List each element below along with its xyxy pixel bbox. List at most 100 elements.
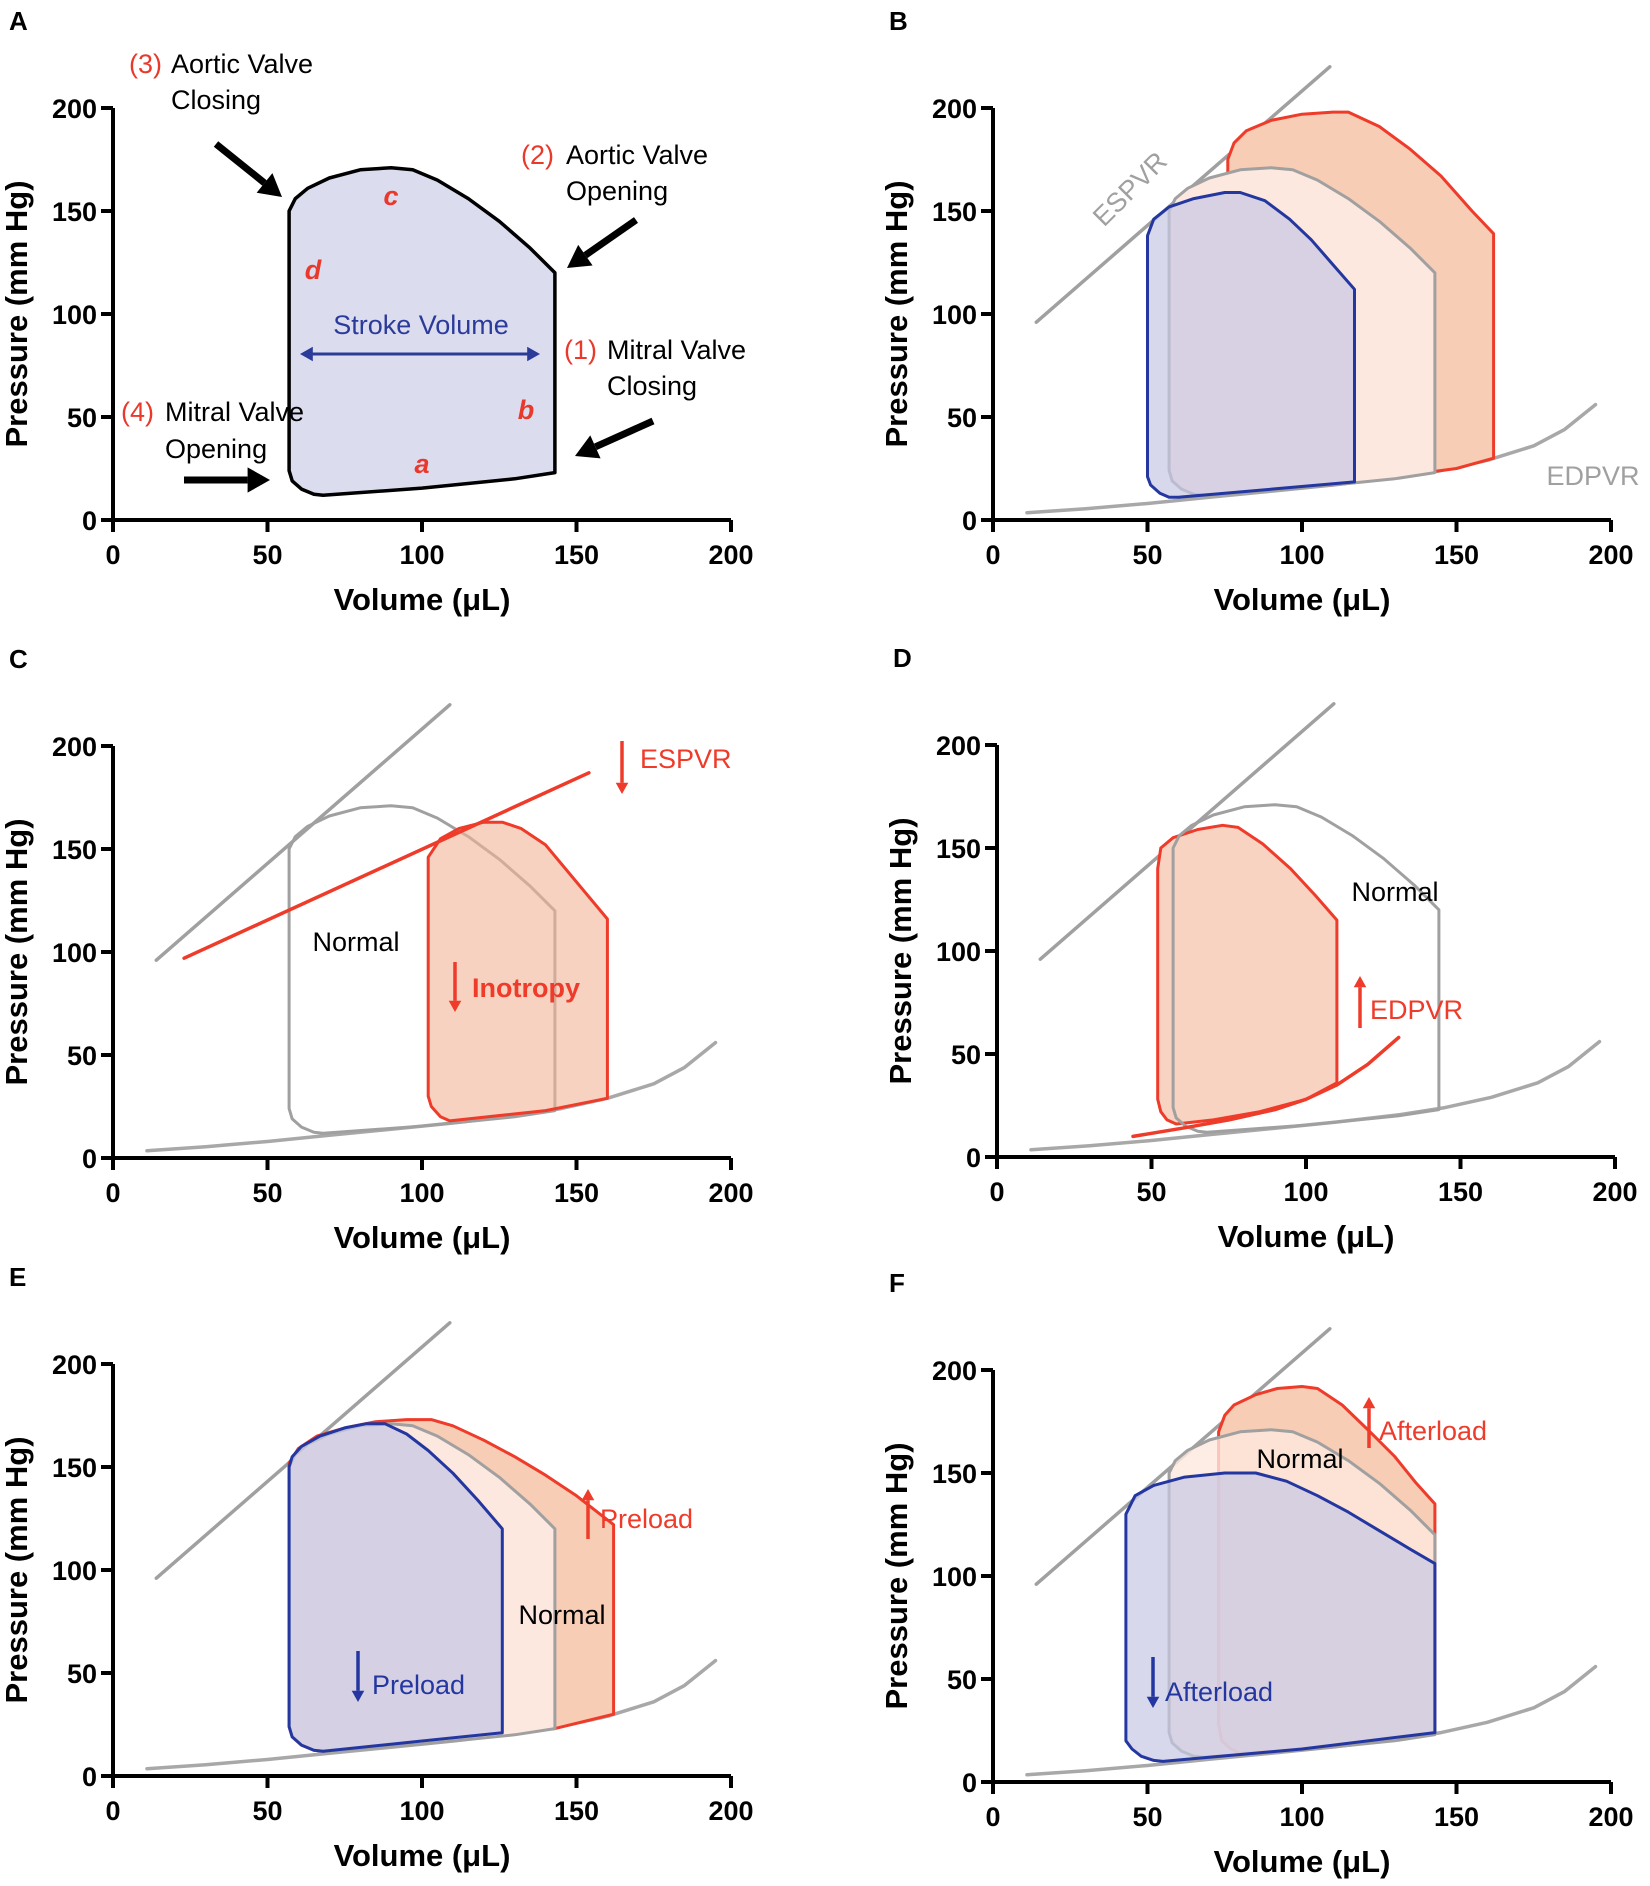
x-tick-label: 200 — [708, 540, 753, 570]
phase-letter-b: b — [518, 395, 535, 425]
x-tick-label: 150 — [554, 540, 599, 570]
annotation-afterload: Afterload — [1165, 1677, 1273, 1707]
valve-event-label-line2: Opening — [566, 176, 668, 206]
x-tick-label: 150 — [1438, 1177, 1483, 1207]
x-tick-label: 100 — [1283, 1177, 1328, 1207]
arrowhead-right-icon — [527, 346, 540, 362]
x-tick-label: 200 — [1588, 540, 1633, 570]
x-tick-label: 200 — [1588, 1802, 1633, 1832]
y-tick-label: 50 — [947, 403, 977, 433]
arrow-down-icon-head — [448, 1000, 462, 1012]
annotation-preload: Preload — [600, 1504, 693, 1534]
annotation-normal: Normal — [312, 927, 399, 957]
valve-event-number: (1) — [564, 335, 597, 365]
y-tick-label: 0 — [82, 1144, 97, 1174]
x-axis-title: Volume (μL) — [1218, 1219, 1395, 1254]
x-axis-title: Volume (μL) — [334, 1220, 511, 1255]
y-tick-label: 100 — [52, 1556, 97, 1586]
series-line — [154, 703, 452, 962]
valve-event-label: Aortic Valve — [171, 49, 313, 79]
x-tick-label: 50 — [252, 1796, 282, 1826]
arrow-down-icon-head — [615, 782, 629, 794]
series-curve — [1131, 1035, 1401, 1139]
y-tick-label: 150 — [52, 197, 97, 227]
y-tick-label: 100 — [52, 938, 97, 968]
panel-label: E — [9, 1262, 26, 1292]
panel-label: B — [889, 6, 908, 36]
x-tick-label: 150 — [1434, 540, 1479, 570]
series-normal — [1171, 803, 1441, 1134]
y-axis-title: Pressure (mm Hg) — [0, 1436, 34, 1703]
y-tick-label: 100 — [932, 1562, 977, 1592]
x-tick-label: 50 — [1132, 540, 1162, 570]
y-tick-label: 200 — [52, 1350, 97, 1380]
phase-letter-c: c — [383, 181, 398, 211]
x-tick-label: 200 — [708, 1796, 753, 1826]
series-line — [182, 771, 591, 960]
pv-loop — [1124, 1471, 1437, 1763]
annotation-normal: Normal — [518, 1600, 605, 1630]
y-tick-label: 150 — [932, 197, 977, 227]
y-tick-label: 0 — [962, 1768, 977, 1798]
valve-event-label: Mitral Valve — [607, 335, 746, 365]
y-tick-label: 50 — [951, 1040, 981, 1070]
x-tick-label: 50 — [252, 540, 282, 570]
y-axis-title: Pressure (mm Hg) — [883, 817, 918, 1084]
valve-event-label: Mitral Valve — [165, 397, 304, 427]
x-axis-title: Volume (μL) — [1214, 1844, 1391, 1879]
y-axis-title: Pressure (mm Hg) — [879, 180, 914, 447]
phase-letter-d: d — [305, 255, 322, 285]
y-axis-title: Pressure (mm Hg) — [879, 1442, 914, 1709]
pv-loop — [426, 820, 609, 1123]
x-tick-label: 200 — [1592, 1177, 1637, 1207]
annotation-preload: Preload — [372, 1670, 465, 1700]
annotation-edpvr: EDPVR — [1546, 461, 1639, 491]
x-tick-label: 0 — [105, 1796, 120, 1826]
x-axis-title: Volume (μL) — [1214, 582, 1391, 617]
x-tick-label: 200 — [708, 1178, 753, 1208]
pv-loop — [287, 165, 557, 498]
y-tick-label: 200 — [52, 94, 97, 124]
y-tick-label: 0 — [966, 1143, 981, 1173]
y-tick-label: 200 — [932, 1356, 977, 1386]
phase-letter-a: a — [414, 449, 429, 479]
y-tick-label: 50 — [947, 1665, 977, 1695]
valve-event-label-line2: Opening — [165, 434, 267, 464]
valve-event-number: (3) — [129, 49, 162, 79]
annotation-edpvr: EDPVR — [1370, 995, 1463, 1025]
arrow-down-icon-head — [351, 1690, 365, 1702]
panel-b: B 0 50 100 150 200 0 50 100 150 200 Volume (μL) Pres… — [879, 6, 1640, 617]
y-tick-label: 200 — [936, 731, 981, 761]
x-tick-label: 100 — [1279, 540, 1324, 570]
pointer-arrow-icon — [594, 417, 655, 451]
x-tick-label: 100 — [399, 540, 444, 570]
panel-label: D — [893, 643, 912, 673]
x-tick-label: 50 — [252, 1178, 282, 1208]
pointer-arrow-icon-head — [247, 467, 270, 493]
panel-label: A — [9, 6, 28, 36]
arrowhead-left-icon — [300, 346, 313, 362]
y-tick-label: 50 — [67, 1041, 97, 1071]
annotation-normal: Normal — [1351, 877, 1438, 907]
panel-label: C — [9, 644, 28, 674]
pv-loop — [1156, 823, 1339, 1126]
valve-event-number: (2) — [521, 140, 554, 170]
panel-d: D 0 50 100 150 200 0 50 100 150 200 Volume (μL) Pres… — [883, 643, 1638, 1254]
x-tick-label: 100 — [1279, 1802, 1324, 1832]
y-tick-label: 50 — [67, 1659, 97, 1689]
x-tick-label: 0 — [989, 1177, 1004, 1207]
arrow-up-icon-head — [1353, 976, 1367, 988]
panel-c: C 0 50 100 150 200 0 50 100 150 200 Volume (μL) Pres… — [0, 644, 754, 1255]
x-tick-label: 150 — [554, 1178, 599, 1208]
x-tick-label: 50 — [1136, 1177, 1166, 1207]
x-tick-label: 0 — [985, 1802, 1000, 1832]
y-tick-label: 100 — [932, 300, 977, 330]
annotation-afterload: Afterload — [1379, 1416, 1487, 1446]
y-tick-label: 100 — [52, 300, 97, 330]
y-tick-label: 0 — [962, 506, 977, 536]
valve-event-number: (4) — [121, 397, 154, 427]
arrow-up-icon-head — [1362, 1397, 1376, 1409]
x-tick-label: 0 — [985, 540, 1000, 570]
y-axis-title: Pressure (mm Hg) — [0, 818, 34, 1085]
